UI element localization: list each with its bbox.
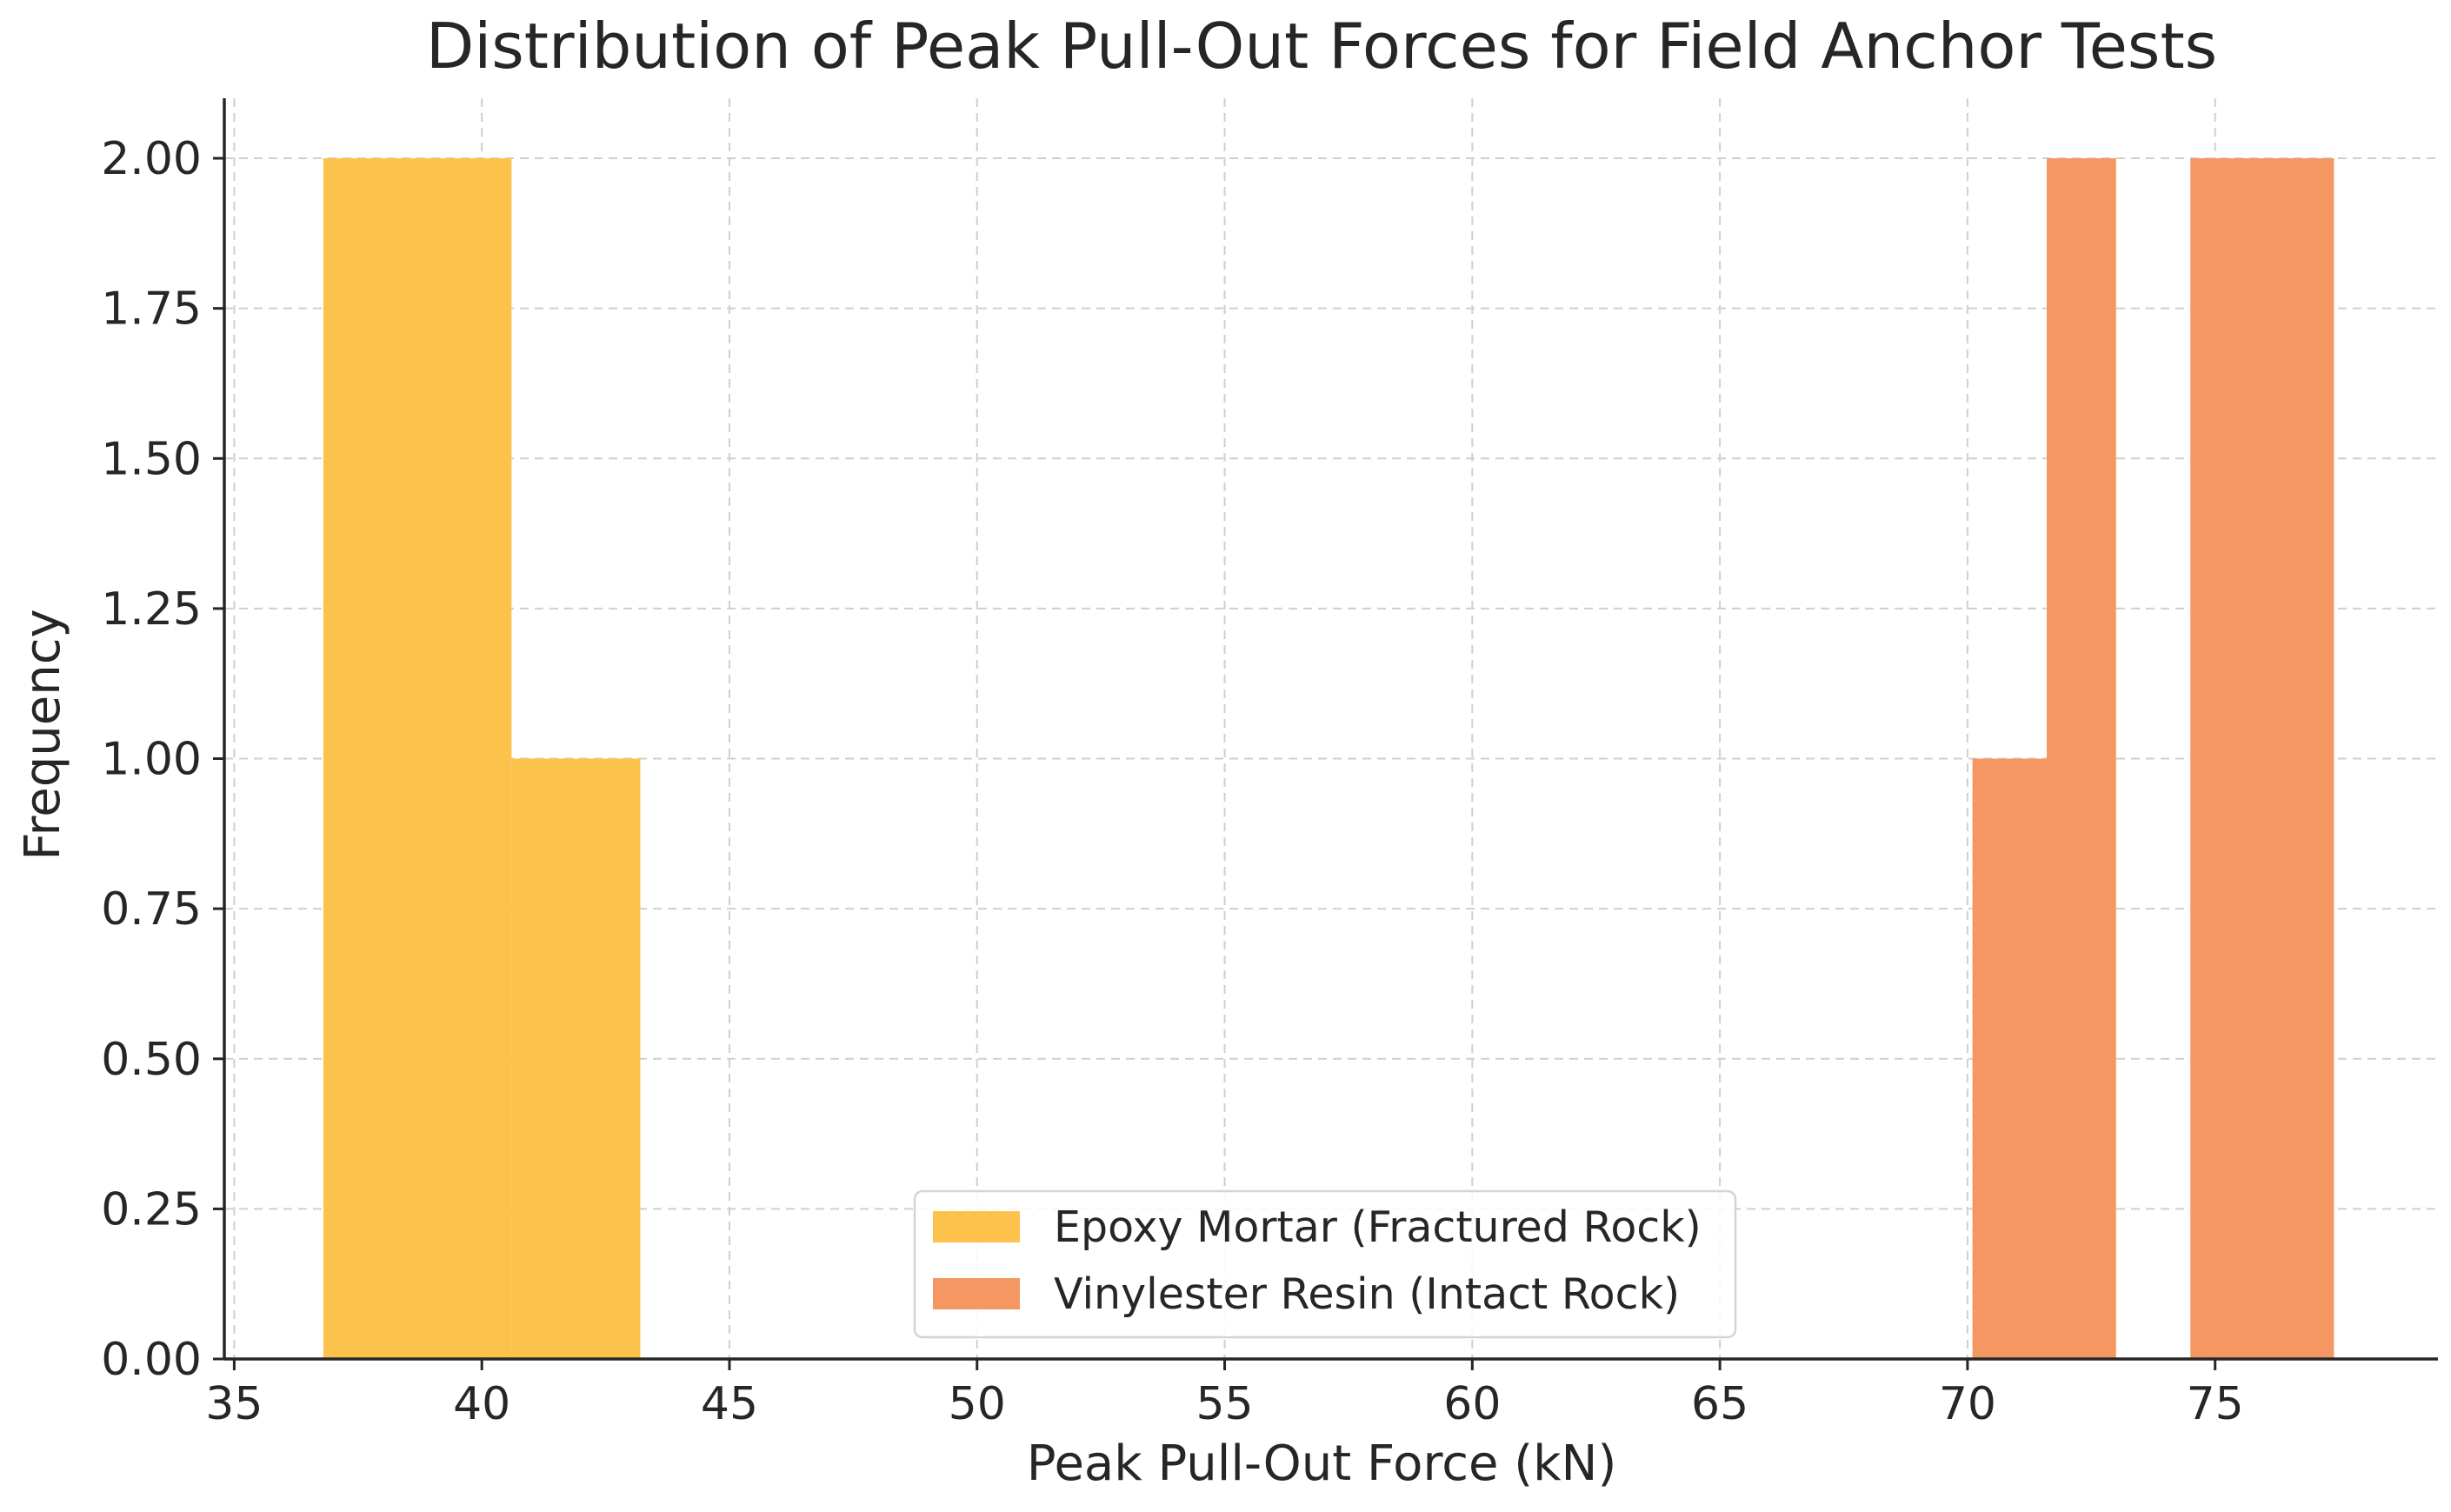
y-tick-label: 1.50 bbox=[101, 433, 202, 485]
x-tick-label: 40 bbox=[453, 1378, 510, 1430]
bar-epoxy-mortar-fractured-rock-1 bbox=[511, 758, 641, 1359]
legend-swatch-epoxy-mortar bbox=[933, 1211, 1020, 1242]
bar-epoxy-mortar-fractured-rock-0 bbox=[323, 158, 512, 1360]
y-tick-label: 0.25 bbox=[101, 1183, 202, 1236]
x-axis-ticks: 35 40 45 50 55 60 65 70 75 bbox=[205, 1359, 2244, 1430]
x-axis-label: Peak Pull-Out Force (kN) bbox=[1027, 1435, 1617, 1492]
legend: Epoxy Mortar (Fractured Rock) Vinylester… bbox=[913, 1189, 1737, 1339]
y-axis-label: Frequency bbox=[15, 609, 71, 860]
y-axis-ticks: 0.00 0.25 0.50 0.75 1.00 1.25 1.50 1.75 2.00 bbox=[101, 133, 224, 1386]
bar-vinylester-resin-intact-rock-2 bbox=[2190, 158, 2334, 1360]
y-tick-label: 2.00 bbox=[101, 133, 202, 185]
bar-vinylester-resin-intact-rock-1 bbox=[2047, 158, 2116, 1360]
bar-vinylester-resin-intact-rock-0 bbox=[1972, 758, 2048, 1359]
chart-title: Distribution of Peak Pull-Out Forces for… bbox=[426, 10, 2217, 83]
y-tick-label: 0.75 bbox=[101, 883, 202, 936]
x-tick-label: 50 bbox=[949, 1378, 1006, 1430]
x-tick-label: 60 bbox=[1443, 1378, 1501, 1430]
x-tick-label: 75 bbox=[2187, 1378, 2244, 1430]
legend-label-vinylester-resin: Vinylester Resin (Intact Rock) bbox=[1054, 1269, 1680, 1319]
legend-swatch-vinylester-resin bbox=[933, 1278, 1020, 1309]
y-tick-label: 1.00 bbox=[101, 734, 202, 786]
x-tick-label: 45 bbox=[701, 1378, 758, 1430]
x-tick-label: 70 bbox=[1939, 1378, 1996, 1430]
x-tick-label: 55 bbox=[1196, 1378, 1253, 1430]
x-tick-label: 35 bbox=[205, 1378, 263, 1430]
y-tick-label: 1.25 bbox=[101, 583, 202, 636]
legend-label-epoxy-mortar: Epoxy Mortar (Fractured Rock) bbox=[1054, 1202, 1702, 1252]
legend-frame bbox=[913, 1189, 1737, 1339]
y-tick-label: 0.00 bbox=[101, 1334, 202, 1386]
histogram-bars bbox=[323, 158, 2334, 1360]
y-tick-label: 1.75 bbox=[101, 283, 202, 336]
x-tick-label: 65 bbox=[1691, 1378, 1748, 1430]
y-tick-label: 0.50 bbox=[101, 1034, 202, 1086]
